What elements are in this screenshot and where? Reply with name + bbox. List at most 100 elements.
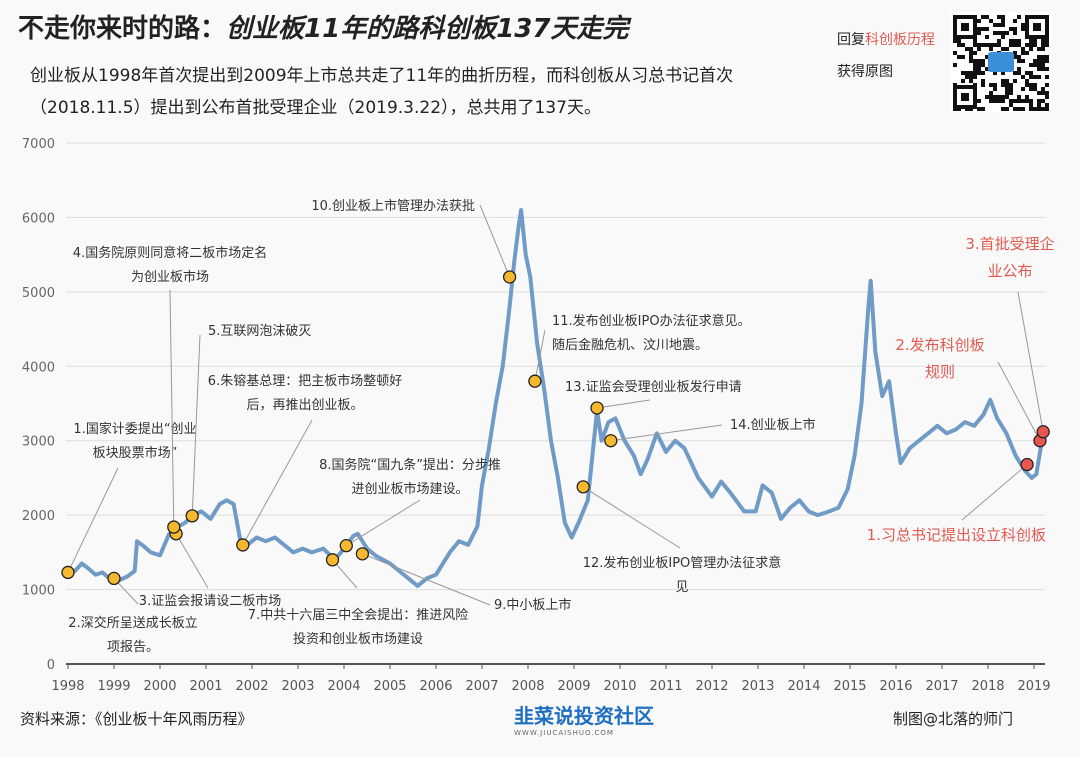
qr-module xyxy=(981,59,985,63)
event-label: 进创业板市场建设。 xyxy=(351,481,468,497)
qr-module xyxy=(997,23,1001,27)
x-tick-label: 2016 xyxy=(879,679,912,694)
leader-line xyxy=(362,553,491,606)
qr-module xyxy=(1017,95,1021,99)
qr-module xyxy=(1041,59,1045,63)
event-label: 14.创业板上市 xyxy=(730,417,816,433)
event-label: 3.首批受理企 xyxy=(965,235,1054,253)
qr-finder xyxy=(953,85,977,109)
qr-module xyxy=(1045,59,1049,63)
qr-module xyxy=(1037,67,1041,71)
qr-module xyxy=(1001,19,1005,23)
event-label: 见 xyxy=(675,580,688,595)
qr-module xyxy=(997,99,1001,103)
qr-module xyxy=(1033,59,1037,63)
qr-module xyxy=(981,71,985,75)
reply-keyword: 科创板历程 xyxy=(865,32,935,48)
qr-module xyxy=(1045,67,1049,71)
qr-module xyxy=(1041,99,1045,103)
qr-module xyxy=(993,71,997,75)
leader-line xyxy=(596,399,651,409)
qr-module xyxy=(985,27,989,31)
qr-module xyxy=(1037,75,1041,79)
qr-module xyxy=(989,95,993,99)
qr-module xyxy=(1045,55,1049,59)
qr-module xyxy=(985,67,989,71)
qr-module xyxy=(973,59,977,63)
qr-module xyxy=(1029,47,1033,51)
qr-module xyxy=(981,79,985,83)
qr-module xyxy=(1009,43,1013,47)
qr-module xyxy=(1009,83,1013,87)
qr-module xyxy=(965,71,969,75)
event-marker xyxy=(604,434,618,448)
qr-module xyxy=(969,79,973,83)
qr-module xyxy=(973,75,977,79)
event-label: 7.中共十六届三中全会提出：推进风险 xyxy=(248,607,468,623)
qr-module xyxy=(1013,51,1017,55)
qr-module xyxy=(1001,107,1005,111)
qr-module xyxy=(977,107,981,111)
qr-module xyxy=(1041,47,1045,51)
qr-module xyxy=(977,31,981,35)
qr-module xyxy=(1037,107,1041,111)
x-tick-label: 2001 xyxy=(189,679,222,694)
qr-module xyxy=(1001,79,1005,83)
qr-module xyxy=(989,43,993,47)
qr-module xyxy=(1033,75,1037,79)
qr-module xyxy=(1029,83,1033,87)
qr-module xyxy=(1013,39,1017,43)
qr-module xyxy=(1013,19,1017,23)
x-tick-label: 1998 xyxy=(51,679,84,694)
qr-module xyxy=(1017,43,1021,47)
qr-module xyxy=(1017,15,1021,19)
qr-module xyxy=(1001,23,1005,27)
qr-module xyxy=(1037,47,1041,51)
qr-module xyxy=(1025,83,1029,87)
qr-module xyxy=(1013,27,1017,31)
qr-module xyxy=(1001,83,1005,87)
event-label: 2.深交所呈送成长板立 xyxy=(68,615,197,631)
x-tick-label: 2015 xyxy=(833,679,866,694)
event-label: 项报告。 xyxy=(107,640,159,655)
y-tick-label: 6000 xyxy=(22,211,55,226)
y-tick-label: 4000 xyxy=(22,360,55,375)
y-tick-label: 3000 xyxy=(22,435,55,450)
x-tick-label: 2000 xyxy=(143,679,176,694)
x-tick-label: 2014 xyxy=(787,679,820,694)
qr-module xyxy=(1025,71,1029,75)
qr-module xyxy=(1021,59,1025,63)
y-tick-label: 5000 xyxy=(22,286,55,301)
qr-module xyxy=(1005,87,1009,91)
leader-line xyxy=(479,204,511,278)
qr-module xyxy=(957,39,961,43)
qr-module xyxy=(1005,47,1009,51)
qr-module xyxy=(993,95,997,99)
x-tick-label: 2012 xyxy=(695,679,728,694)
credit: 制图@北落的师门 xyxy=(893,710,1014,728)
event-label: 9.中小板上市 xyxy=(494,597,571,613)
qr-module xyxy=(1013,107,1017,111)
event-label: 3.证监会报请设二板市场 xyxy=(139,593,281,609)
y-tick-label: 2000 xyxy=(22,509,55,524)
qr-module xyxy=(993,43,997,47)
qr-module xyxy=(1041,39,1045,43)
qr-module xyxy=(997,95,1001,99)
event-label: 业公布 xyxy=(987,262,1032,280)
qr-module xyxy=(997,15,1001,19)
event-label: 4.国务院原则同意将二板市场定名 xyxy=(73,245,267,261)
qr-module xyxy=(1001,31,1005,35)
logo-text: 韭菜说投资社区 xyxy=(514,704,654,728)
x-tick-label: 2018 xyxy=(971,679,1004,694)
qr-module xyxy=(1001,99,1005,103)
leader-line xyxy=(346,499,421,547)
qr-module xyxy=(969,71,973,75)
qr-module xyxy=(1013,71,1017,75)
x-tick-label: 1999 xyxy=(97,679,130,694)
qr-module xyxy=(1025,51,1029,55)
event-marker xyxy=(1036,425,1050,439)
x-tick-label: 2017 xyxy=(925,679,958,694)
qr-module xyxy=(1021,51,1025,55)
qr-module xyxy=(997,43,1001,47)
qr-module xyxy=(1017,71,1021,75)
